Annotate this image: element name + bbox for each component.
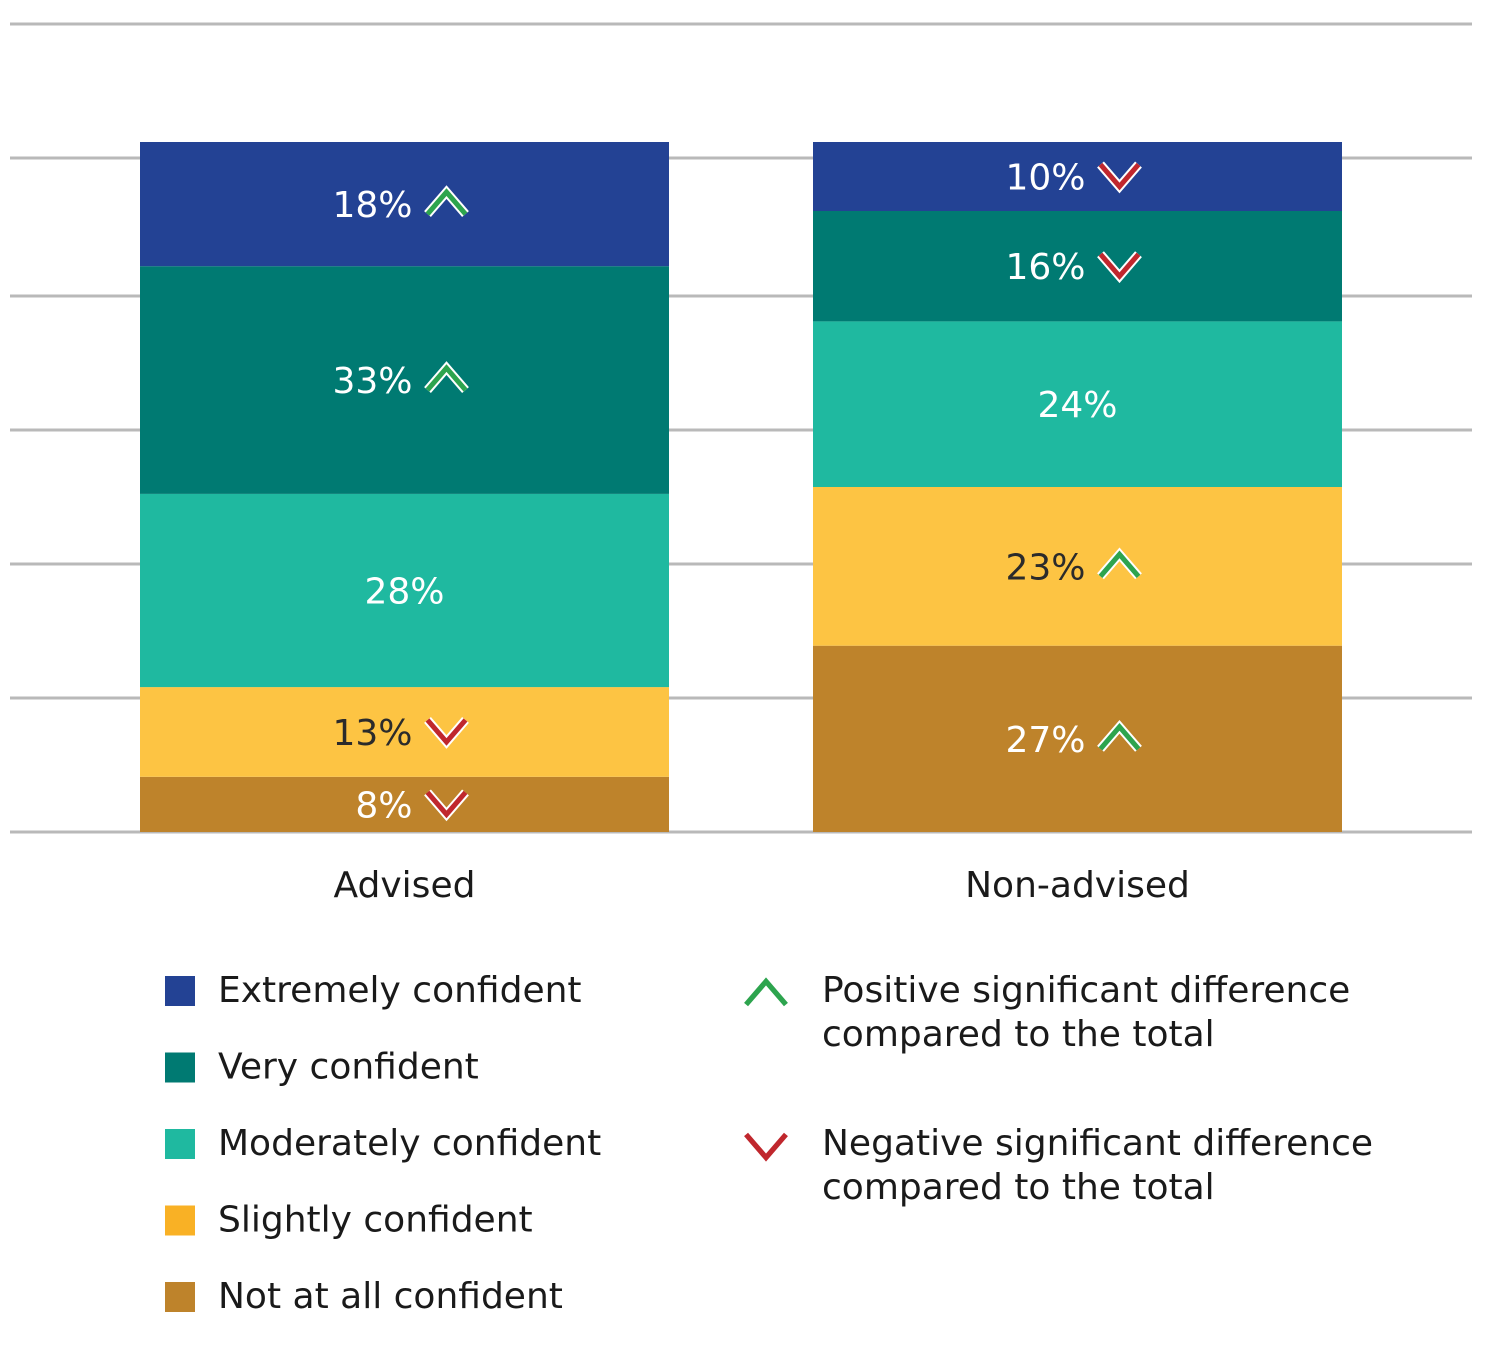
legend: Extremely confident Very confident Moderat… [165, 970, 1373, 1317]
x-tick-label-advised: Advised [334, 865, 476, 906]
legend-swatch-not-at-all-confident [165, 1282, 195, 1312]
legend-label-slightly-confident: Slightly confident [218, 1200, 533, 1241]
legend-label-not-at-all-confident: Not at all confident [218, 1276, 563, 1317]
negative-arrow-icon-advised-slightly-confident [424, 717, 469, 749]
legend-marker-negative: Negative significant differencecompared … [742, 1123, 1373, 1208]
bar-segment-advised-very-confident [140, 266, 669, 494]
legend-item-not-at-all-confident: Not at all confident [165, 1276, 563, 1317]
legend-item-moderately-confident: Moderately confident [165, 1123, 601, 1164]
legend-marker-text-positive-1: compared to the total [822, 1014, 1215, 1055]
data-label-non-advised-slightly-confident: 23% [1005, 547, 1085, 588]
data-label-non-advised-extremely-confident: 10% [1005, 158, 1085, 199]
bar-segment-advised-moderately-confident [140, 493, 669, 688]
bar-segment-non-advised-moderately-confident [813, 321, 1342, 487]
legend-marker-text-negative-0: Negative significant difference [822, 1123, 1373, 1164]
data-label-advised-very-confident: 33% [332, 361, 412, 402]
legend-item-very-confident: Very confident [165, 1047, 479, 1088]
data-label-advised-moderately-confident: 28% [364, 572, 444, 613]
legend-marker-positive: Positive significant differencecompared … [742, 970, 1350, 1055]
bar-segment-advised-extremely-confident [140, 142, 669, 267]
bar-segment-advised-not-at-all-confident [140, 776, 669, 832]
bars [140, 142, 1342, 832]
legend-label-moderately-confident: Moderately confident [218, 1123, 601, 1164]
legend-label-very-confident: Very confident [218, 1047, 479, 1088]
bar-segment-non-advised-extremely-confident [813, 142, 1342, 211]
data-label-advised-slightly-confident: 13% [332, 713, 412, 754]
bar-segment-advised-slightly-confident [140, 687, 669, 777]
x-tick-label-non-advised: Non-advised [965, 865, 1190, 906]
positive-arrow-icon-non-advised-slightly-confident [1097, 547, 1142, 580]
data-label-non-advised-very-confident: 16% [1005, 247, 1085, 288]
legend-swatch-extremely-confident [165, 976, 195, 1006]
positive-arrow-icon-advised-very-confident [424, 361, 469, 393]
negative-arrow-icon-non-advised-very-confident [1097, 251, 1142, 284]
legend-label-extremely-confident: Extremely confident [218, 970, 582, 1011]
x-axis: Advised Non-advised [334, 865, 1190, 906]
legend-marker-text-negative-1: compared to the total [822, 1167, 1215, 1208]
legend-item-slightly-confident: Slightly confident [165, 1200, 533, 1241]
positive-arrow-icon-legend [742, 974, 790, 1008]
legend-swatch-moderately-confident [165, 1129, 195, 1159]
legend-swatch-slightly-confident [165, 1205, 195, 1236]
data-label-non-advised-not-at-all-confident: 27% [1005, 720, 1085, 761]
positive-arrow-icon-non-advised-not-at-all-confident [1097, 719, 1142, 752]
negative-arrow-icon-legend [742, 1131, 790, 1165]
legend-item-extremely-confident: Extremely confident [165, 970, 582, 1011]
data-label-advised-extremely-confident: 18% [332, 185, 412, 226]
legend-marker-text-positive-0: Positive significant difference [822, 970, 1350, 1011]
data-label-advised-not-at-all-confident: 8% [355, 785, 412, 826]
legend-swatch-very-confident [165, 1052, 195, 1083]
negative-arrow-icon-non-advised-extremely-confident [1097, 161, 1142, 194]
positive-arrow-icon-advised-extremely-confident [424, 185, 469, 218]
bar-segment-non-advised-very-confident [813, 211, 1342, 322]
bar-segment-non-advised-slightly-confident [813, 487, 1342, 646]
negative-arrow-icon-advised-not-at-all-confident [424, 789, 469, 822]
bar-labels: 8% 13% 28% 33% 18% 27% 23% 24% 16% 10% [332, 158, 1142, 826]
bar-segment-non-advised-not-at-all-confident [813, 645, 1342, 832]
data-label-non-advised-moderately-confident: 24% [1037, 385, 1117, 426]
